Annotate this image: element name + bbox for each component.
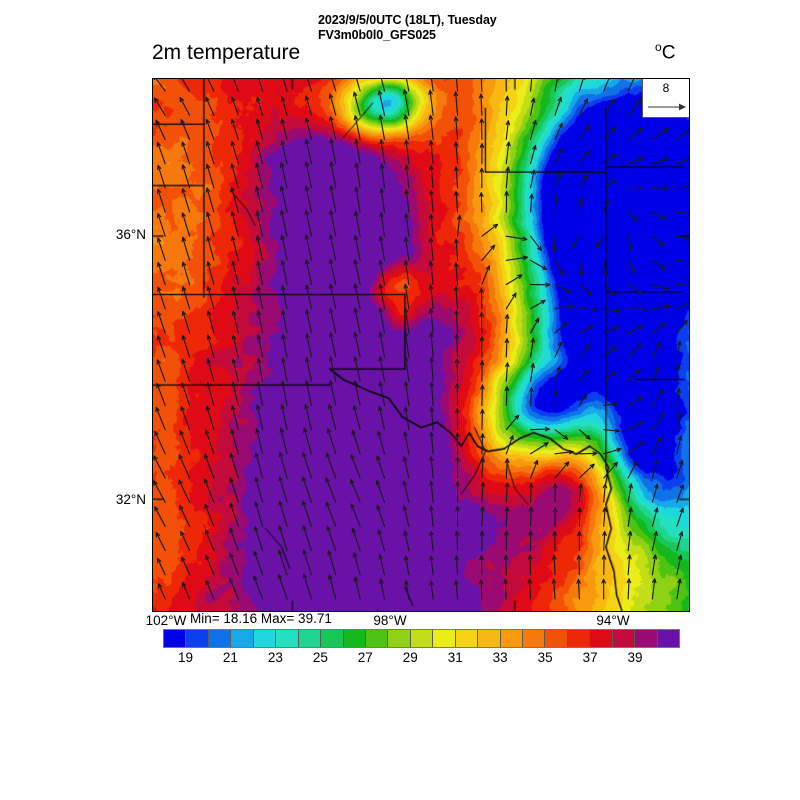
colorbar-segment — [612, 630, 636, 647]
colorbar-segment — [567, 630, 591, 647]
colorbar-segment — [657, 630, 680, 647]
wind-barb-field — [153, 79, 689, 600]
colorbar-segment — [321, 630, 344, 647]
colorbar-segment — [298, 630, 322, 647]
colorbar-segment — [343, 630, 366, 647]
colorbar-segment — [500, 630, 523, 647]
model-name-title: FV3m0b0l0_GFS025 — [318, 28, 436, 42]
colorbar-segment — [253, 630, 277, 647]
valid-time-title: 2023/9/5/0UTC (18LT), Tuesday — [318, 13, 497, 27]
degree-symbol: o — [655, 40, 662, 54]
y-tick-label-0: 36°N — [115, 227, 146, 242]
colorbar-segment — [635, 630, 658, 647]
min-max-stats: Min= 18.16 Max= 39.71 — [190, 611, 332, 626]
wind-reference-value: 8 — [662, 81, 670, 95]
x-tick-label-1: 98°W — [373, 613, 407, 628]
colorbar-segment — [164, 630, 187, 647]
x-tick-label-0: 102°W — [145, 613, 187, 628]
colorbar-segment — [478, 630, 501, 647]
colorbar-tick-label: 19 — [177, 650, 193, 665]
colorbar-tick-label: 29 — [402, 650, 418, 665]
unit-letter: C — [661, 42, 676, 64]
colorbar-segment — [433, 630, 456, 647]
y-tick-label-1: 32°N — [115, 492, 146, 507]
colorbar-segment — [365, 630, 389, 647]
colorbar-segment — [455, 630, 479, 647]
x-tick-label-2: 94°W — [596, 613, 630, 628]
colorbar-segment — [388, 630, 411, 647]
colorbar-segment — [231, 630, 254, 647]
colorbar-tick-label: 31 — [447, 650, 463, 665]
colorbar-tick-label: 27 — [357, 650, 373, 665]
colorbar[interactable] — [163, 629, 680, 648]
colorbar-tick-label: 23 — [267, 650, 283, 665]
colorbar-segment — [208, 630, 232, 647]
colorbar-tick-label: 39 — [627, 650, 643, 665]
colorbar-segment — [410, 630, 434, 647]
colorbar-tick-labels: 19 21 23 25 27 29 31 33 35 37 39 — [163, 650, 680, 668]
units-label: oC — [655, 40, 675, 64]
colorbar-tick-label: 25 — [312, 650, 328, 665]
colorbar-tick-label: 33 — [492, 650, 508, 665]
temperature-field — [153, 79, 689, 611]
temperature-map[interactable]: 8 — [152, 78, 690, 612]
colorbar-segment — [186, 630, 209, 647]
wind-reference-legend: 8 — [642, 79, 689, 118]
variable-title: 2m temperature — [152, 41, 301, 64]
colorbar-segment — [276, 630, 299, 647]
colorbar-tick-label: 21 — [222, 650, 238, 665]
colorbar-segment — [590, 630, 613, 647]
wind-reference-arrow-icon — [648, 103, 686, 111]
colorbar-tick-label: 37 — [582, 650, 598, 665]
colorbar-segment — [545, 630, 568, 647]
colorbar-tick-label: 35 — [537, 650, 553, 665]
wind-vector-overlay — [153, 79, 689, 600]
colorbar-segment — [523, 630, 546, 647]
